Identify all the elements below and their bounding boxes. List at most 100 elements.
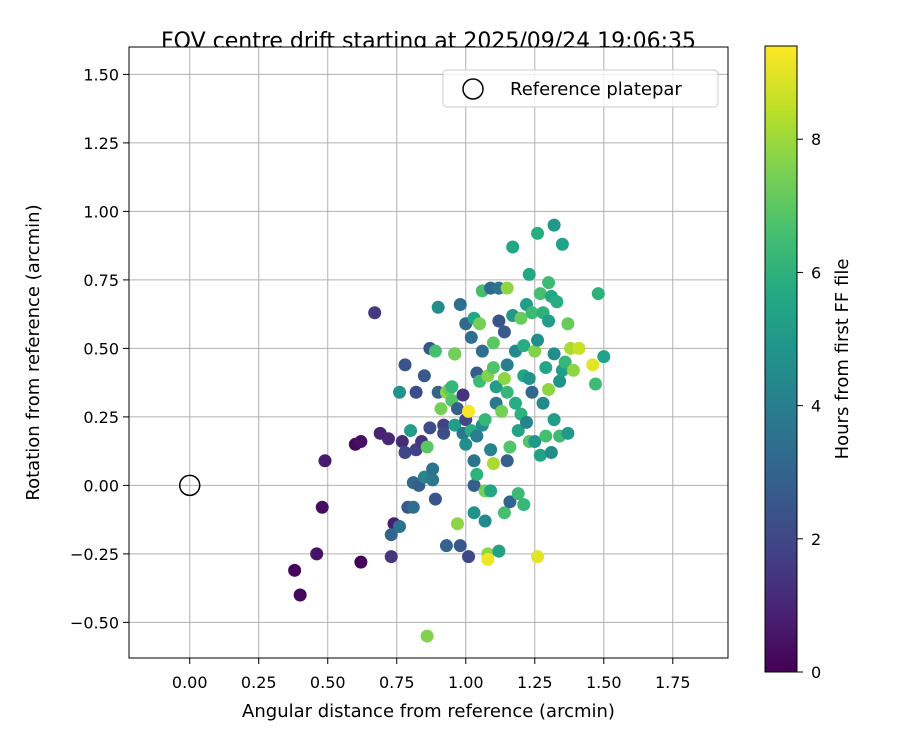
data-point [478,413,492,427]
x-axis-label: Angular distance from reference (arcmin) [242,701,615,722]
data-point [426,462,440,476]
legend-box [442,69,719,108]
data-point [539,361,553,375]
data-point [589,377,603,391]
data-point [437,426,451,440]
data-point [517,498,531,512]
data-point [310,547,324,561]
y-axis-label: Rotation from reference (arcmin) [23,204,44,500]
data-point [533,287,547,301]
data-point [445,380,459,394]
data-point [542,276,556,290]
colorbar-tick-label: 6 [811,263,821,282]
y-tick-label: 1.25 [83,134,119,153]
data-point [542,314,556,328]
data-point [448,347,462,361]
data-point [503,440,517,454]
data-point [566,363,580,377]
data-point [467,478,481,492]
data-point [475,344,489,358]
data-point [381,432,395,446]
plot-frame [128,46,729,659]
data-point [431,300,445,314]
data-point [500,385,514,399]
data-point [486,456,500,470]
data-point [547,218,561,232]
data-point [519,415,533,429]
data-point [428,492,442,506]
data-point [528,435,542,449]
data-point [456,388,470,402]
data-point [409,385,423,399]
x-axis-ticks: 0.00 0.25 0.50 0.75 1.00 1.25 1.50 1.75 [172,658,691,692]
data-point [525,306,539,320]
data-point [500,358,514,372]
data-point [315,500,329,514]
data-point [528,344,542,358]
data-point [506,240,520,254]
data-point [503,495,517,509]
x-tick-label: 0.25 [241,673,277,692]
data-point [586,358,600,372]
data-point [572,341,586,355]
x-tick-label: 1.50 [586,673,622,692]
data-point [500,454,514,468]
data-point [473,317,487,331]
legend: Reference platepar [442,69,719,108]
x-tick-label: 0.00 [172,673,208,692]
data-point [511,487,525,501]
data-point [497,372,511,386]
data-point [522,372,536,386]
data-point [450,402,464,416]
data-point [555,237,569,251]
data-point [531,550,545,564]
data-point [453,539,467,553]
colorbar: 0 2 4 6 8 Hours from first FF file [764,45,853,682]
data-point [398,446,412,460]
colorbar-label: Hours from first FF file [832,259,853,460]
data-point [495,404,509,418]
data-point [547,413,561,427]
legend-label: Reference platepar [510,79,682,100]
x-tick-label: 0.75 [379,673,415,692]
data-point [561,426,575,440]
data-point [597,350,611,364]
reference-platepar-marker [178,474,201,497]
data-point [558,355,572,369]
y-tick-label: 0.75 [83,271,119,290]
data-point [462,404,476,418]
data-point [542,382,556,396]
data-point [428,344,442,358]
data-point [539,429,553,443]
data-point [500,281,514,295]
data-point [536,396,550,410]
y-axis-ticks: −0.50 −0.25 0.00 0.25 0.50 0.75 1.00 1.25 1.50 [70,65,129,632]
legend-marker-icon [462,78,484,100]
data-point [591,287,605,301]
data-point [550,295,564,309]
data-point [420,440,434,454]
data-point [481,552,495,566]
data-point [511,424,525,438]
data-point [525,385,539,399]
data-point [533,448,547,462]
x-tick-label: 1.75 [655,673,691,692]
y-tick-label: 0.00 [83,476,119,495]
data-point [484,484,498,498]
data-point [508,396,522,410]
data-point [318,454,332,468]
y-tick-label: 1.00 [83,202,119,221]
data-point [395,435,409,449]
y-tick-label: −0.50 [70,613,119,632]
data-point [470,429,484,443]
data-point [426,473,440,487]
data-point [489,380,503,394]
data-point [448,418,462,432]
data-point [450,517,464,531]
data-point [384,550,398,564]
data-point [497,325,511,339]
data-point [393,385,407,399]
data-point [547,347,561,361]
data-point [531,226,545,240]
colorbar-tick-label: 8 [811,130,821,149]
